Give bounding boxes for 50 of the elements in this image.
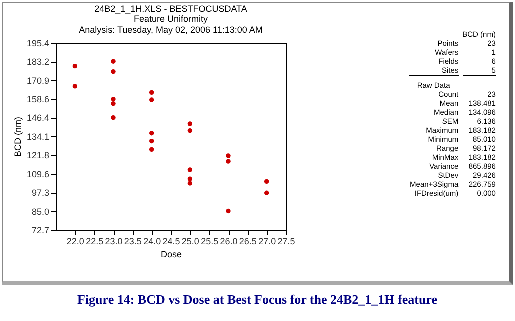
point — [111, 97, 116, 102]
point — [149, 147, 154, 152]
point — [188, 128, 193, 134]
y-tick-label: 158.6 — [26, 94, 50, 105]
y-tick-label: 121.8 — [26, 150, 50, 161]
point — [72, 64, 78, 69]
chart-title: 24B2_1_1H.XLS - BESTFOCUSDATA — [94, 4, 248, 14]
y-tick-label: 183.2 — [26, 57, 50, 68]
x-tick-label: 22.5 — [86, 236, 104, 246]
x-tick-label: 25.5 — [201, 236, 219, 246]
point — [149, 98, 154, 102]
x-tick-label: 27.5 — [278, 236, 296, 246]
point — [188, 122, 193, 126]
point — [149, 131, 154, 136]
x-axis-title: Dose — [160, 250, 182, 260]
caption: Figure 14: BCD vs Dose at Best Focus for the 24B2_1_1H feature — [76, 292, 438, 308]
point — [188, 181, 193, 186]
y-tick-label: 195.4 — [26, 38, 50, 48]
point — [226, 154, 231, 158]
point — [111, 69, 116, 74]
point — [111, 115, 116, 120]
y-tick-label: 109.6 — [26, 169, 50, 180]
point — [188, 176, 193, 182]
x-tick-label: 23.5 — [124, 236, 142, 246]
y-tick-label: 85.0 — [32, 206, 50, 217]
point — [72, 84, 78, 89]
x-tick-label: 23.0 — [105, 236, 123, 246]
point — [111, 101, 116, 106]
y-tick-label: 134.1 — [26, 132, 50, 142]
point — [111, 59, 116, 64]
point — [264, 179, 270, 184]
chart-subtitle: Feature Uniformity Analysis: Tuesday, May 02, 2006 11:13:00 AM — [79, 14, 263, 35]
x-tick-label: 24.5 — [162, 236, 180, 246]
x-tick-label: 26.0 — [220, 236, 238, 246]
y-tick-label: 72.7 — [32, 226, 50, 236]
point — [149, 90, 154, 96]
x-tick-label: 27.0 — [258, 236, 276, 246]
point — [149, 138, 154, 144]
x-tick-label: 26.5 — [239, 236, 257, 246]
x-tick-label: 22.0 — [66, 236, 84, 246]
y-axis-title: BCD (nm) — [12, 117, 23, 157]
x-tick-label: 25.0 — [182, 236, 200, 246]
point — [226, 159, 231, 164]
x-tick-label: 24.0 — [144, 236, 162, 246]
point — [188, 168, 193, 172]
y-tick-label: 146.4 — [26, 113, 50, 124]
y-tick-label: 170.9 — [26, 76, 50, 86]
y-tick-label: 97.3 — [32, 188, 50, 198]
point — [226, 208, 231, 214]
point — [264, 190, 270, 196]
